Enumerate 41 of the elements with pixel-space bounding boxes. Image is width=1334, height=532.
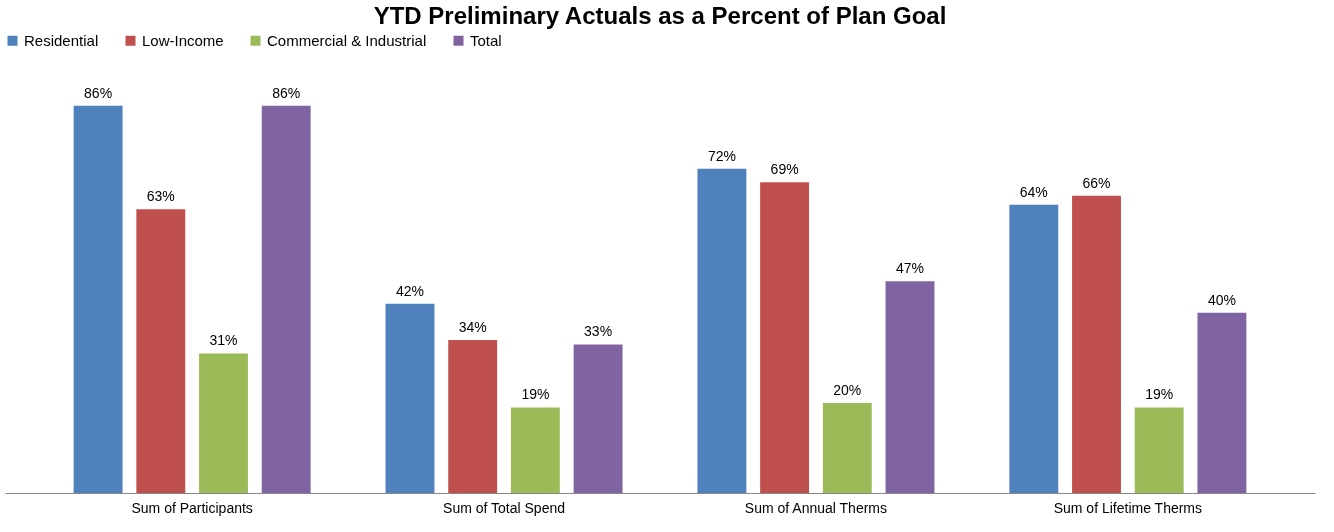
data-label: 20% <box>833 381 862 398</box>
bar <box>136 209 186 493</box>
legend-label: Total <box>470 31 502 49</box>
x-tick-label: Sum of Annual Therms <box>744 499 888 516</box>
legend-label: Residential <box>24 31 99 49</box>
bar <box>199 353 248 493</box>
bar <box>1072 195 1121 493</box>
data-label: 19% <box>1145 386 1174 403</box>
bar <box>573 344 623 493</box>
bar <box>73 105 123 493</box>
x-tick-label: Sum of Total Spend <box>443 499 566 516</box>
bar <box>822 402 872 493</box>
bar <box>697 168 747 493</box>
x-tick-label: Sum of Participants <box>131 499 253 516</box>
bar <box>261 105 311 493</box>
legend-label: Low-Income <box>142 31 224 49</box>
bar <box>1134 407 1184 493</box>
data-label: 31% <box>209 332 238 349</box>
data-label: 40% <box>1207 291 1236 308</box>
bar <box>1197 312 1247 493</box>
data-label: 19% <box>521 386 550 403</box>
x-tick-label: Sum of Lifetime Therms <box>1053 499 1203 516</box>
data-label: 66% <box>1082 174 1111 191</box>
bar <box>510 407 560 493</box>
chart-title: YTD Preliminary Actuals as a Percent of Plan Goal <box>373 2 947 29</box>
bar <box>448 339 498 493</box>
data-label: 86% <box>84 84 113 101</box>
data-label: 69% <box>770 161 799 178</box>
bar <box>1009 204 1059 493</box>
data-label: 47% <box>895 260 925 277</box>
data-label: 34% <box>458 318 487 335</box>
data-label: 64% <box>1019 183 1048 200</box>
legend-label: Commercial & Industrial <box>267 31 427 49</box>
data-label: 63% <box>146 188 175 205</box>
bar <box>885 281 935 493</box>
data-label: 33% <box>584 323 613 340</box>
data-label: 42% <box>395 282 425 299</box>
bar <box>385 303 435 493</box>
data-label: 72% <box>707 147 736 164</box>
data-label: 86% <box>272 84 301 101</box>
bar <box>760 182 810 493</box>
